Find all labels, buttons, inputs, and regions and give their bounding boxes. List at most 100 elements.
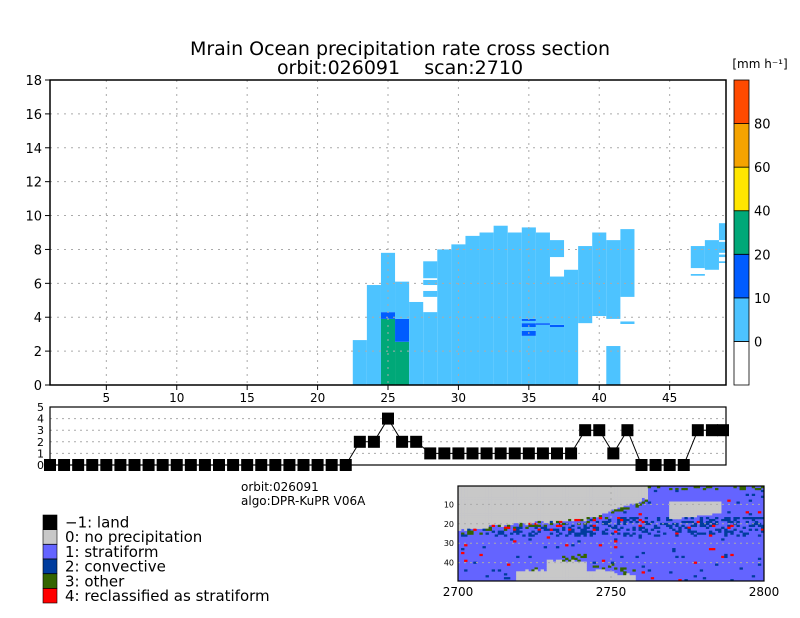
- precip-cell: [395, 341, 410, 385]
- map-cell: [586, 515, 590, 518]
- map-cell: [724, 555, 728, 559]
- map-cell: [516, 493, 520, 496]
- legend-label: 4: reclassified as stratiform: [65, 587, 270, 605]
- map-cell: [549, 518, 554, 522]
- map-cell: [598, 505, 603, 508]
- map-cell: [580, 573, 584, 576]
- map-cell: [675, 532, 679, 535]
- map-cell: [540, 491, 544, 495]
- map-cell: [503, 507, 508, 510]
- map-cell: [595, 487, 600, 491]
- map-cell: [607, 499, 612, 502]
- map-cell: [534, 486, 538, 489]
- precip-cell: [718, 254, 726, 258]
- map-cell: [684, 507, 688, 510]
- map-cell: [482, 491, 486, 495]
- map-cell: [473, 511, 477, 514]
- map-cell: [607, 495, 612, 498]
- map-cell: [510, 532, 514, 535]
- map-cell: [549, 528, 554, 531]
- map-cell: [516, 579, 520, 582]
- map-cell: [470, 526, 474, 529]
- map-cell: [635, 555, 639, 559]
- map-cell: [516, 505, 520, 508]
- map-cell: [568, 489, 572, 493]
- map-cell: [669, 515, 673, 518]
- map-cell: [555, 534, 560, 537]
- map-cell: [467, 503, 471, 506]
- y-tick-label: 3: [37, 424, 44, 437]
- map-cell: [488, 503, 492, 506]
- map-cell: [464, 528, 468, 531]
- map-cell: [702, 511, 707, 514]
- map-cell: [592, 515, 596, 518]
- type-marker: [311, 459, 324, 471]
- map-cell: [632, 526, 636, 529]
- map-cell: [555, 505, 560, 508]
- map-cell: [558, 497, 563, 500]
- map-cell: [669, 487, 673, 491]
- map-cell: [589, 501, 593, 504]
- type-marker: [339, 459, 352, 471]
- map-cell: [589, 530, 593, 533]
- map-cell: [503, 501, 508, 504]
- map-cell: [577, 579, 581, 582]
- map-cell: [519, 495, 523, 498]
- map-cell: [461, 491, 465, 495]
- map-cell: [574, 489, 578, 493]
- map-cell: [638, 493, 642, 496]
- map-cell: [558, 532, 563, 535]
- map-cell: [580, 489, 584, 493]
- map-cell: [516, 486, 520, 489]
- map-cell: [555, 546, 560, 549]
- map-cell: [592, 573, 596, 576]
- map-cell: [727, 526, 731, 529]
- map-cell: [467, 524, 471, 528]
- map-cell: [690, 524, 694, 528]
- map-cell: [528, 501, 532, 504]
- map-cell: [476, 493, 480, 496]
- map-cell: [718, 530, 722, 533]
- map-cell: [473, 561, 477, 564]
- map-cell: [549, 503, 554, 506]
- precip-cell: [718, 223, 726, 241]
- map-cell: [607, 571, 612, 574]
- map-cell: [513, 493, 517, 496]
- map-cell: [562, 487, 566, 491]
- map-cell: [724, 534, 728, 537]
- map-cell: [577, 573, 581, 576]
- map-cell: [558, 511, 563, 514]
- map-cell: [491, 505, 496, 508]
- map-cell: [513, 511, 517, 514]
- map-cell: [562, 511, 566, 514]
- map-cell: [537, 517, 541, 520]
- map-cell: [638, 497, 642, 500]
- map-cell: [562, 486, 566, 489]
- legend-label: −1: land: [65, 514, 129, 532]
- map-cell: [571, 517, 575, 520]
- map-cell: [644, 497, 649, 500]
- map-cell: [589, 515, 593, 518]
- map-cell: [565, 567, 569, 570]
- map-cell: [644, 493, 649, 496]
- map-cell: [467, 509, 471, 512]
- map-cell: [464, 487, 468, 491]
- map-cell: [611, 507, 615, 510]
- map-cell: [611, 571, 615, 574]
- map-cell: [757, 487, 762, 491]
- map-cell: [583, 579, 587, 582]
- map-cell: [528, 518, 532, 522]
- map-cell: [632, 487, 636, 491]
- map-cell: [562, 579, 566, 582]
- map-cell: [552, 515, 557, 518]
- map-cell: [519, 526, 523, 529]
- map-cell: [546, 491, 551, 495]
- map-cell: [745, 493, 749, 496]
- map-cell: [607, 489, 612, 493]
- map-cell: [568, 501, 572, 504]
- map-cell: [485, 575, 489, 578]
- map-cell: [473, 505, 477, 508]
- y-tick-label: 8: [34, 243, 42, 258]
- map-cell: [595, 511, 600, 514]
- map-cell: [537, 524, 541, 528]
